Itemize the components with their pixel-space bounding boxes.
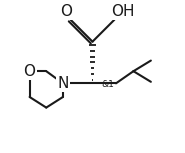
Text: O: O [23,64,36,79]
Text: &1: &1 [102,80,115,89]
Text: OH: OH [111,4,134,19]
Text: O: O [60,4,72,19]
Text: N: N [57,76,69,91]
